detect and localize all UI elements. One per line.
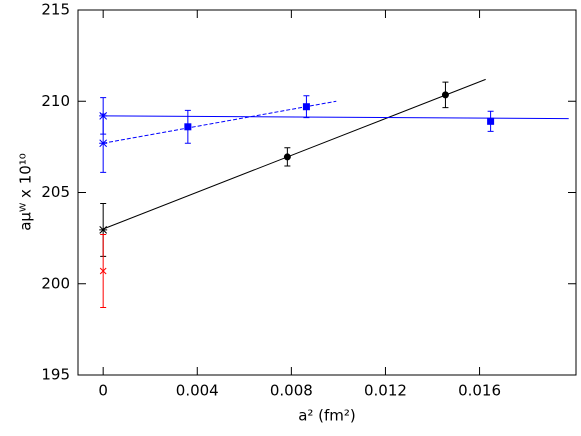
data-point bbox=[487, 117, 495, 125]
y-tick-label: 215 bbox=[41, 1, 70, 19]
y-tick-label: 205 bbox=[41, 183, 70, 201]
data-point bbox=[99, 139, 108, 148]
y-tick-label: 200 bbox=[41, 274, 70, 292]
y-tick-label: 195 bbox=[41, 366, 70, 384]
data-point bbox=[441, 91, 449, 99]
x-tick-label: 0.012 bbox=[364, 382, 407, 400]
data-point bbox=[283, 153, 291, 161]
plot-frame bbox=[77, 9, 577, 376]
fit-line bbox=[102, 78, 486, 230]
x-tick-label: 0.004 bbox=[176, 382, 219, 400]
data-point bbox=[99, 267, 107, 275]
x-tick-label: 0.008 bbox=[270, 382, 313, 400]
fit-line bbox=[103, 115, 569, 120]
x-axis-label: a² (fm²) bbox=[298, 407, 356, 425]
data-point bbox=[184, 123, 192, 131]
fit-line bbox=[103, 100, 337, 144]
x-tick-label: 0 bbox=[98, 382, 108, 400]
x-tick-label: 0.016 bbox=[458, 382, 501, 400]
y-axis-label: aμᵂ x 10¹⁰ bbox=[17, 153, 35, 231]
data-point bbox=[99, 226, 108, 234]
y-tick-label: 210 bbox=[41, 92, 70, 110]
data-point bbox=[302, 103, 310, 111]
